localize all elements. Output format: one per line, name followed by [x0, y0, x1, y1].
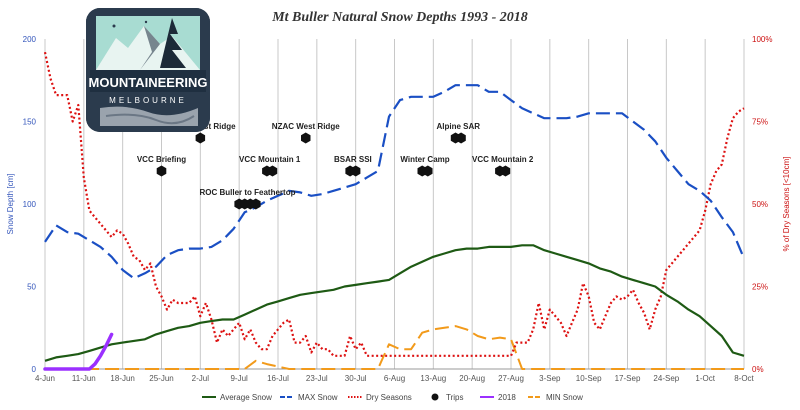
logo-text-2: MELBOURNE: [109, 96, 187, 105]
x-tick-label: 20-Aug: [459, 374, 485, 383]
right-tick-label: 75%: [752, 118, 768, 127]
x-tick-label: 2-Jul: [192, 374, 210, 383]
right-tick-label: 25%: [752, 283, 768, 292]
left-tick-label: 0: [32, 365, 37, 374]
trip-label-winter-camp: Winter Camp: [400, 155, 449, 164]
left-tick-label: 150: [23, 118, 37, 127]
trip-label-nzac-west-ridge: NZAC West Ridge: [272, 122, 340, 131]
series-dry-seasons: [43, 51, 745, 357]
left-tick-label: 200: [23, 35, 37, 44]
x-tick-label: 11-Jun: [72, 374, 96, 383]
series-average-snow: [44, 244, 745, 362]
x-tick-label: 18-Jun: [110, 374, 134, 383]
right-axis-ticks: 0% 25% 50% 75% 100%: [752, 35, 772, 374]
y-axis-left-label: Snow Depth [cm]: [6, 174, 15, 235]
logo-artwork: MOUNTAINEERING MELBOURNE: [86, 8, 210, 132]
trip-label-alpine-sar: Alpine SAR: [437, 122, 481, 131]
trip-marker: [456, 132, 466, 144]
x-tick-label: 17-Sep: [615, 374, 641, 383]
legend: Average Snow MAX Snow Dry Seasons Trips 2018…: [202, 393, 583, 402]
x-tick-label: 30-Jul: [345, 374, 367, 383]
series-max-snow: [44, 84, 746, 280]
x-tick-label: 3-Sep: [539, 374, 561, 383]
legend-swatch-trips: [431, 393, 439, 401]
left-tick-label: 50: [27, 283, 36, 292]
x-tick-label: 10-Sep: [576, 374, 602, 383]
right-tick-label: 50%: [752, 200, 768, 209]
trip-marker: [500, 165, 511, 177]
left-axis-ticks: 0 50 100 150 200: [23, 35, 37, 374]
legend-label-average-snow: Average Snow: [220, 393, 272, 402]
x-tick-label: 16-Jul: [267, 374, 289, 383]
legend-label-min-snow: MIN Snow: [546, 393, 583, 402]
trip-marker: [423, 165, 433, 177]
trip-label-vcc-briefing: VCC Briefing: [137, 155, 186, 164]
trip-marker: [156, 165, 167, 177]
logo-text-1: MOUNTAINEERING: [89, 75, 208, 90]
legend-label-trips: Trips: [446, 393, 463, 402]
mountaineering-melbourne-logo: MOUNTAINEERING MELBOURNE: [86, 8, 210, 132]
x-tick-label: 25-Jun: [149, 374, 173, 383]
trip-marker: [251, 198, 261, 210]
x-tick-label: 9-Jul: [230, 374, 248, 383]
trip-marker: [195, 132, 206, 144]
right-tick-label: 100%: [752, 35, 772, 44]
x-tick-label: 8-Oct: [734, 374, 754, 383]
x-tick-label: 27-Aug: [498, 374, 524, 383]
right-tick-label: 0%: [752, 365, 764, 374]
trip-marker: [350, 165, 361, 177]
x-tick-label: 24-Sep: [653, 374, 679, 383]
series-2018: [43, 332, 114, 371]
trip-label-roc-buller-to-feathertop: ROC Buller to Feathertop: [199, 188, 295, 197]
x-tick-label: 13-Aug: [420, 374, 446, 383]
series-min-snow: [45, 325, 744, 370]
x-tick-label: 1-Oct: [695, 374, 715, 383]
trip-label-bsar-ssi: BSAR SSI: [334, 155, 372, 164]
legend-label-max-snow: MAX Snow: [298, 393, 338, 402]
x-tick-label: 6-Aug: [384, 374, 405, 383]
trip-label-vcc-mountain-1: VCC Mountain 1: [239, 155, 301, 164]
legend-label-dry-seasons: Dry Seasons: [366, 393, 412, 402]
chart-title: Mt Buller Natural Snow Depths 1993 - 201…: [271, 10, 528, 25]
trip-marker: [267, 165, 278, 177]
y-axis-right-label: % of Dry Seasons [<10cm]: [782, 157, 791, 252]
series-lines: [43, 51, 746, 371]
trip-label-vcc-mountain-2: VCC Mountain 2: [472, 155, 534, 164]
grid: [44, 39, 745, 370]
trip-marker: [301, 132, 311, 144]
left-tick-label: 100: [23, 200, 37, 209]
x-tick-label: 4-Jun: [35, 374, 55, 383]
x-tick-label: 23-Jul: [306, 374, 328, 383]
legend-label-2018: 2018: [498, 393, 516, 402]
x-axis-ticks: 4-Jun 11-Jun 18-Jun 25-Jun 2-Jul 9-Jul 16-Jul 2…: [35, 374, 755, 383]
